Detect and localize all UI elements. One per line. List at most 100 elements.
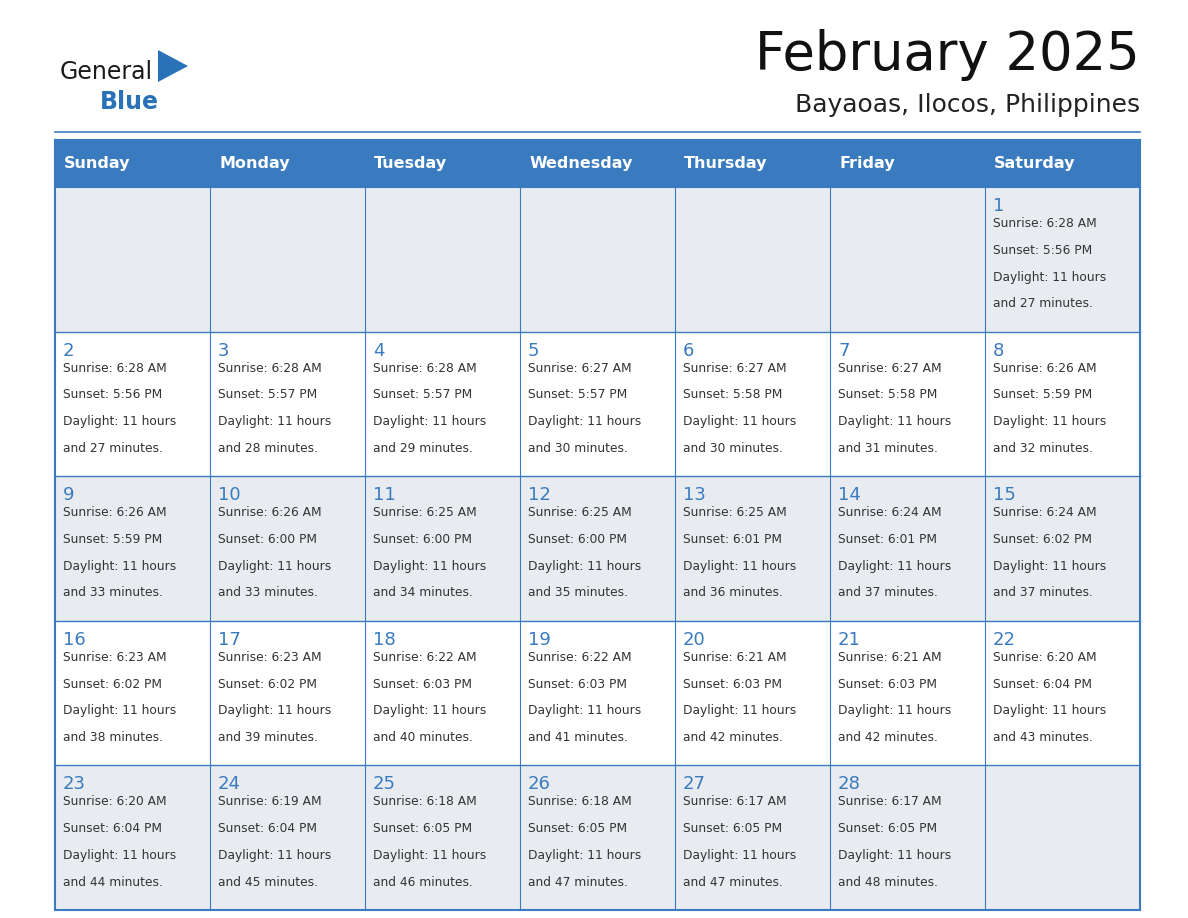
Polygon shape [158, 50, 188, 82]
Text: and 40 minutes.: and 40 minutes. [373, 731, 473, 744]
Text: 24: 24 [219, 776, 241, 793]
Text: General: General [61, 60, 153, 84]
Text: 20: 20 [683, 631, 706, 649]
Text: Monday: Monday [220, 156, 290, 171]
Text: Sunrise: 6:23 AM: Sunrise: 6:23 AM [63, 651, 166, 664]
Text: Sunset: 5:57 PM: Sunset: 5:57 PM [373, 388, 473, 401]
Text: February 2025: February 2025 [756, 29, 1140, 81]
Bar [675, 476, 830, 621]
Text: Daylight: 11 hours: Daylight: 11 hours [838, 849, 952, 862]
Text: Sunset: 6:05 PM: Sunset: 6:05 PM [838, 823, 937, 835]
Text: 4: 4 [373, 341, 385, 360]
Text: Sunrise: 6:18 AM: Sunrise: 6:18 AM [527, 795, 632, 809]
Text: and 42 minutes.: and 42 minutes. [683, 731, 783, 744]
Text: Sunset: 6:02 PM: Sunset: 6:02 PM [993, 533, 1092, 546]
Text: Daylight: 11 hours: Daylight: 11 hours [373, 560, 486, 573]
Text: Sunrise: 6:24 AM: Sunrise: 6:24 AM [838, 506, 942, 520]
Text: Daylight: 11 hours: Daylight: 11 hours [683, 704, 796, 717]
Text: and 37 minutes.: and 37 minutes. [838, 587, 937, 599]
Text: and 33 minutes.: and 33 minutes. [63, 587, 163, 599]
Text: Sunset: 6:03 PM: Sunset: 6:03 PM [683, 677, 782, 690]
Text: Sunrise: 6:27 AM: Sunrise: 6:27 AM [838, 362, 942, 375]
Text: Daylight: 11 hours: Daylight: 11 hours [838, 560, 952, 573]
Text: Sunset: 6:05 PM: Sunset: 6:05 PM [683, 823, 782, 835]
Text: Sunset: 5:59 PM: Sunset: 5:59 PM [63, 533, 163, 546]
Bar [210, 621, 365, 766]
Text: and 47 minutes.: and 47 minutes. [683, 876, 783, 889]
Text: Sunset: 5:59 PM: Sunset: 5:59 PM [993, 388, 1092, 401]
Text: and 45 minutes.: and 45 minutes. [219, 876, 318, 889]
Text: Sunset: 6:04 PM: Sunset: 6:04 PM [993, 677, 1092, 690]
Bar [55, 621, 210, 766]
Text: Blue: Blue [100, 90, 159, 114]
Text: Sunset: 6:03 PM: Sunset: 6:03 PM [527, 677, 627, 690]
Bar [365, 621, 520, 766]
Bar [365, 187, 520, 331]
Text: 12: 12 [527, 487, 551, 504]
Text: Daylight: 11 hours: Daylight: 11 hours [527, 849, 642, 862]
Text: Daylight: 11 hours: Daylight: 11 hours [683, 560, 796, 573]
Text: Sunset: 6:02 PM: Sunset: 6:02 PM [63, 677, 162, 690]
Bar [985, 187, 1140, 331]
Text: and 35 minutes.: and 35 minutes. [527, 587, 628, 599]
Bar [55, 331, 210, 476]
Text: Sunset: 6:04 PM: Sunset: 6:04 PM [63, 823, 162, 835]
Text: Sunrise: 6:27 AM: Sunrise: 6:27 AM [683, 362, 786, 375]
Text: Sunset: 5:58 PM: Sunset: 5:58 PM [838, 388, 937, 401]
Bar [210, 187, 365, 331]
Text: Daylight: 11 hours: Daylight: 11 hours [838, 704, 952, 717]
Bar [675, 331, 830, 476]
Text: Saturday: Saturday [994, 156, 1076, 171]
Text: Daylight: 11 hours: Daylight: 11 hours [993, 704, 1106, 717]
Text: Sunrise: 6:17 AM: Sunrise: 6:17 AM [683, 795, 786, 809]
Text: 8: 8 [993, 341, 1004, 360]
Text: and 37 minutes.: and 37 minutes. [993, 587, 1093, 599]
Text: Daylight: 11 hours: Daylight: 11 hours [63, 415, 176, 428]
Text: and 33 minutes.: and 33 minutes. [219, 587, 318, 599]
Text: and 43 minutes.: and 43 minutes. [993, 731, 1093, 744]
Text: 11: 11 [373, 487, 396, 504]
Text: 13: 13 [683, 487, 706, 504]
Text: Daylight: 11 hours: Daylight: 11 hours [527, 704, 642, 717]
Bar [830, 621, 985, 766]
Text: Sunrise: 6:20 AM: Sunrise: 6:20 AM [993, 651, 1097, 664]
Bar [520, 476, 675, 621]
Bar [365, 766, 520, 910]
Bar [520, 621, 675, 766]
Text: Sunset: 6:02 PM: Sunset: 6:02 PM [219, 677, 317, 690]
Text: Sunset: 6:05 PM: Sunset: 6:05 PM [373, 823, 472, 835]
Bar [210, 476, 365, 621]
Text: Daylight: 11 hours: Daylight: 11 hours [219, 704, 331, 717]
Text: 21: 21 [838, 631, 861, 649]
Text: Sunrise: 6:22 AM: Sunrise: 6:22 AM [373, 651, 476, 664]
Text: Daylight: 11 hours: Daylight: 11 hours [63, 560, 176, 573]
Text: Daylight: 11 hours: Daylight: 11 hours [683, 415, 796, 428]
Text: Sunrise: 6:22 AM: Sunrise: 6:22 AM [527, 651, 632, 664]
Text: and 29 minutes.: and 29 minutes. [373, 442, 473, 454]
Text: Sunrise: 6:28 AM: Sunrise: 6:28 AM [219, 362, 322, 375]
Text: 22: 22 [993, 631, 1016, 649]
Bar [365, 476, 520, 621]
Bar [520, 187, 675, 331]
Text: Thursday: Thursday [684, 156, 767, 171]
Text: Sunset: 6:04 PM: Sunset: 6:04 PM [219, 823, 317, 835]
Text: 3: 3 [219, 341, 229, 360]
Text: Sunrise: 6:25 AM: Sunrise: 6:25 AM [527, 506, 632, 520]
Text: 6: 6 [683, 341, 694, 360]
Text: and 42 minutes.: and 42 minutes. [838, 731, 937, 744]
Text: Daylight: 11 hours: Daylight: 11 hours [993, 271, 1106, 284]
Text: Sunrise: 6:26 AM: Sunrise: 6:26 AM [993, 362, 1097, 375]
Text: and 30 minutes.: and 30 minutes. [527, 442, 628, 454]
Text: Daylight: 11 hours: Daylight: 11 hours [373, 704, 486, 717]
Bar [675, 766, 830, 910]
Bar [55, 766, 210, 910]
Text: 18: 18 [373, 631, 396, 649]
Bar [675, 621, 830, 766]
Text: Daylight: 11 hours: Daylight: 11 hours [993, 415, 1106, 428]
Bar [520, 766, 675, 910]
Text: 14: 14 [838, 487, 861, 504]
Text: Daylight: 11 hours: Daylight: 11 hours [838, 415, 952, 428]
Text: Wednesday: Wednesday [530, 156, 633, 171]
Text: Sunrise: 6:26 AM: Sunrise: 6:26 AM [219, 506, 322, 520]
Text: Daylight: 11 hours: Daylight: 11 hours [373, 849, 486, 862]
